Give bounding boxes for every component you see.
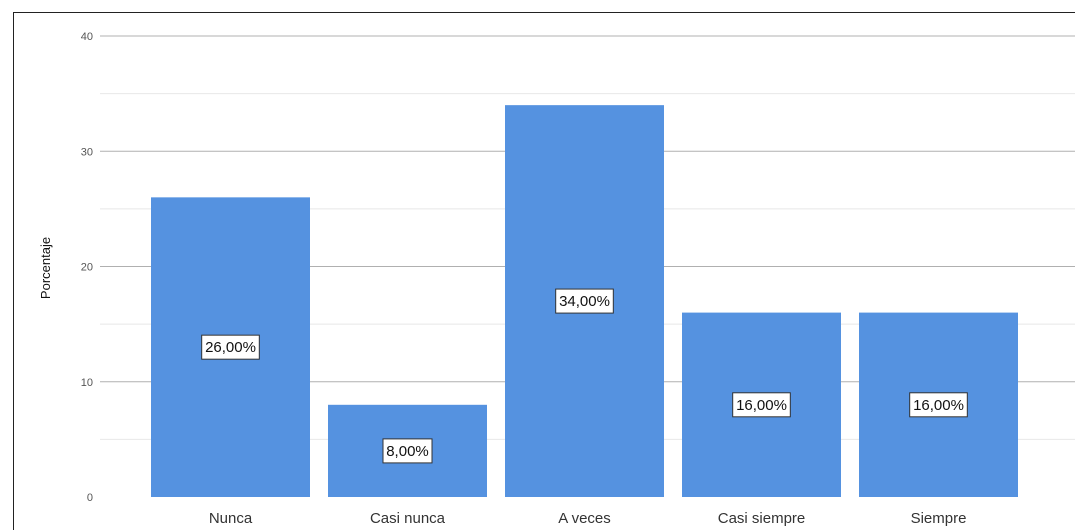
data-label: 16,00% <box>909 392 968 418</box>
y-tick-label: 40 <box>81 31 93 43</box>
x-category-label: Siempre <box>911 510 967 527</box>
y-tick-label: 10 <box>81 377 93 389</box>
data-label: 8,00% <box>382 438 433 464</box>
data-label-box <box>732 392 791 418</box>
data-label-text: 16,00% <box>913 397 964 414</box>
data-label-text: 16,00% <box>736 397 787 414</box>
chart-frame <box>13 12 1075 530</box>
y-axis-title: Porcentaje <box>38 237 53 299</box>
x-category-label: Nunca <box>209 510 253 527</box>
data-label-box <box>555 288 614 314</box>
data-label: 34,00% <box>555 288 614 314</box>
x-category-label: Casi siempre <box>718 510 806 527</box>
y-tick-label: 30 <box>81 146 93 158</box>
data-labels: 26,00% 8,00% 34,00% 16,00% 16,00% <box>201 288 968 464</box>
axes: Porcentaje 0 10 20 30 40 Nunca Casi nunca A vec… <box>38 31 966 527</box>
y-tick-label: 0 <box>87 492 93 504</box>
y-tick-label: 20 <box>81 262 93 274</box>
data-label: 26,00% <box>201 334 260 360</box>
data-label-text: 26,00% <box>205 339 256 356</box>
data-label: 16,00% <box>732 392 791 418</box>
data-label-box <box>201 334 260 360</box>
data-label-box <box>382 438 433 464</box>
x-category-label: A veces <box>558 510 611 527</box>
data-label-text: 8,00% <box>386 443 429 460</box>
x-category-label: Casi nunca <box>370 510 446 527</box>
data-label-text: 34,00% <box>559 293 610 310</box>
data-label-box <box>909 392 968 418</box>
